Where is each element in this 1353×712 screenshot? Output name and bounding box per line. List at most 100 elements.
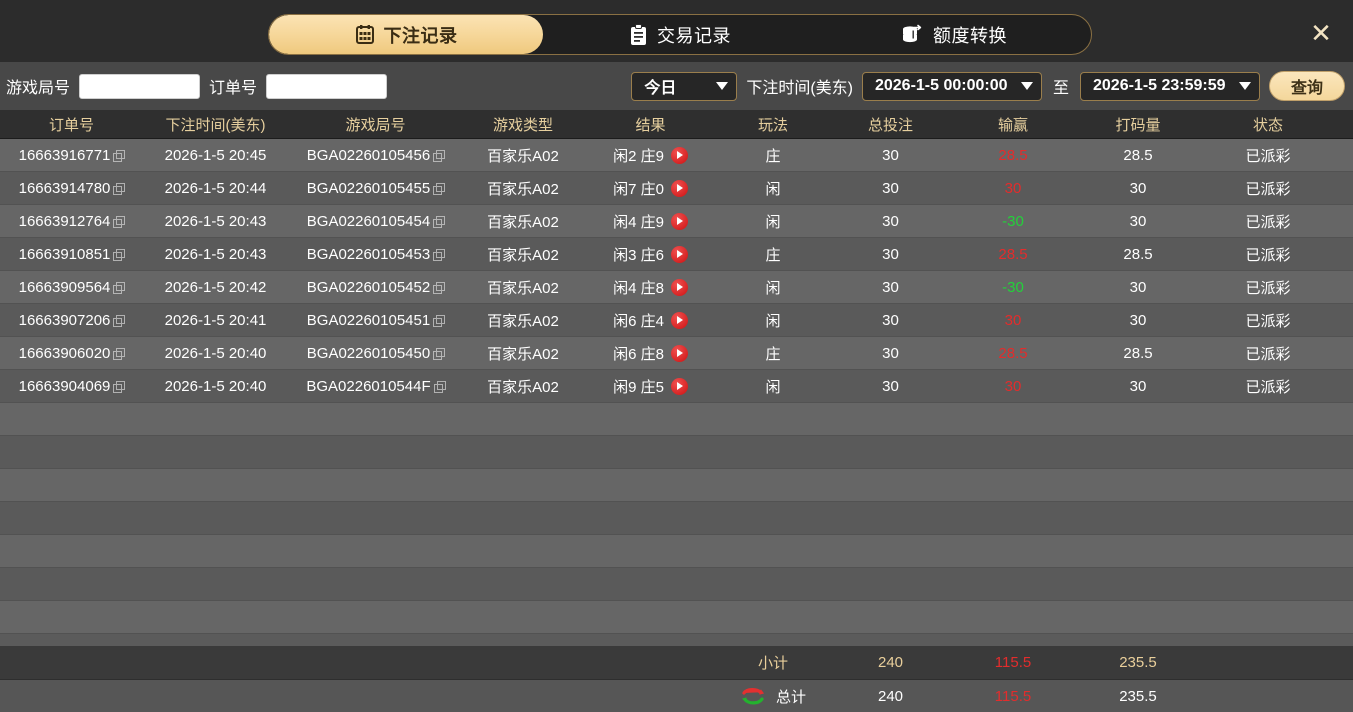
copy-icon[interactable] [113, 182, 126, 195]
table-row-empty [0, 469, 1353, 502]
date-preset-select[interactable]: 今日 [631, 71, 738, 101]
cell-order-no: 16663910851 [0, 246, 143, 263]
cell-game-type: 百家乐A02 [487, 378, 559, 396]
table-body[interactable]: 16663916771 2026-1-5 20:45 BGA02260105456 百… [0, 139, 1353, 646]
table-row[interactable]: 16663914780 2026-1-5 20:44 BGA02260105455 百… [0, 172, 1353, 205]
play-icon[interactable] [670, 146, 688, 164]
cell-win-loss: 28.5 [998, 245, 1028, 263]
tab-credit-transfer[interactable]: 额度转换 [817, 15, 1091, 54]
cell-result: 闲4 庄8 [583, 277, 718, 298]
cell-order-no: 16663907206 [0, 312, 143, 329]
table-row[interactable]: 16663907206 2026-1-5 20:41 BGA02260105451 百… [0, 304, 1353, 337]
table-row-empty [0, 403, 1353, 436]
copy-icon[interactable] [113, 248, 126, 261]
tab-transaction-record[interactable]: 交易记录 [543, 15, 817, 54]
play-icon[interactable] [670, 344, 688, 362]
column-header-win-loss: 输赢 [997, 116, 1028, 134]
cell-game-type: 百家乐A02 [487, 246, 559, 264]
cell-total-bet: 30 [882, 212, 899, 230]
cell-win-loss: -30 [1002, 278, 1024, 296]
cell-turnover: 28.5 [1123, 245, 1153, 263]
table-row-empty [0, 502, 1353, 535]
order-no-input[interactable] [266, 73, 388, 99]
close-icon[interactable]: ✕ [1310, 19, 1332, 49]
total-total-bet: 240 [877, 687, 904, 705]
cell-order-no: 16663912764 [0, 213, 143, 230]
cell-turnover: 30 [1129, 212, 1147, 230]
cell-bet-time: 2026-1-5 20:40 [164, 377, 267, 395]
cell-total-bet: 30 [882, 146, 899, 164]
tab-bet-record-label: 下注记录 [383, 25, 458, 46]
money-transfer-icon [901, 24, 924, 45]
cell-win-loss: 28.5 [998, 146, 1028, 164]
game-round-input[interactable] [79, 73, 201, 99]
copy-icon[interactable] [113, 215, 126, 228]
cell-status: 已派彩 [1245, 147, 1291, 165]
cell-game-round: BGA02260105452 [288, 279, 463, 296]
cell-bet-time: 2026-1-5 20:44 [164, 179, 267, 197]
copy-icon[interactable] [433, 248, 446, 261]
cell-game-type: 百家乐A02 [487, 345, 559, 363]
cell-status: 已派彩 [1245, 279, 1291, 297]
table-row-empty [0, 568, 1353, 601]
column-header-game-round: 游戏局号 [345, 116, 406, 134]
tab-bet-record[interactable]: 下注记录 [269, 15, 543, 54]
date-from-value: 2026-1-5 00:00:00 [874, 77, 1008, 94]
subtotal-turnover: 235.5 [1119, 654, 1157, 671]
play-icon[interactable] [670, 377, 688, 395]
date-from-select[interactable]: 2026-1-5 00:00:00 [861, 71, 1042, 101]
cell-play: 庄 [765, 345, 781, 363]
table-row-empty [0, 535, 1353, 568]
play-icon[interactable] [670, 179, 688, 197]
clipboard-icon [629, 23, 648, 46]
refresh-swap-icon[interactable] [740, 687, 766, 705]
copy-icon[interactable] [113, 380, 126, 393]
column-header-turnover: 打码量 [1115, 116, 1161, 134]
cell-total-bet: 30 [882, 245, 899, 263]
cell-result: 闲4 庄9 [583, 211, 718, 232]
table-row[interactable]: 16663912764 2026-1-5 20:43 BGA02260105454 百… [0, 205, 1353, 238]
date-to-select[interactable]: 2026-1-5 23:59:59 [1080, 71, 1260, 101]
copy-icon[interactable] [113, 149, 126, 162]
bet-time-label: 下注时间(美东) [746, 80, 853, 97]
column-header-play: 玩法 [757, 116, 788, 134]
copy-icon[interactable] [113, 314, 126, 327]
cell-play: 闲 [765, 279, 781, 297]
table-row[interactable]: 16663910851 2026-1-5 20:43 BGA02260105453 百… [0, 238, 1353, 271]
copy-icon[interactable] [433, 347, 446, 360]
copy-icon[interactable] [433, 149, 446, 162]
copy-icon[interactable] [433, 314, 446, 327]
query-button[interactable]: 查询 [1269, 71, 1345, 101]
tab-credit-transfer-label: 额度转换 [933, 25, 1007, 46]
cell-order-no: 16663906020 [0, 345, 143, 362]
copy-icon[interactable] [433, 380, 446, 393]
table-row[interactable]: 16663904069 2026-1-5 20:40 BGA0226010544F 百… [0, 370, 1353, 403]
table-row[interactable]: 16663916771 2026-1-5 20:45 BGA02260105456 百… [0, 139, 1353, 172]
copy-icon[interactable] [113, 281, 126, 294]
cell-game-type: 百家乐A02 [487, 147, 559, 165]
cell-play: 闲 [765, 180, 781, 198]
table-row[interactable]: 16663906020 2026-1-5 20:40 BGA02260105450 百… [0, 337, 1353, 370]
cell-win-loss: -30 [1002, 212, 1024, 230]
copy-icon[interactable] [433, 215, 446, 228]
total-win-loss: 115.5 [994, 687, 1032, 705]
cell-status: 已派彩 [1245, 180, 1291, 198]
play-icon[interactable] [670, 278, 688, 296]
cell-status: 已派彩 [1245, 213, 1291, 231]
play-icon[interactable] [670, 311, 688, 329]
cell-bet-time: 2026-1-5 20:43 [164, 212, 267, 230]
cell-result: 闲6 庄8 [583, 343, 718, 364]
table-row[interactable]: 16663909564 2026-1-5 20:42 BGA02260105452 百… [0, 271, 1353, 304]
copy-icon[interactable] [113, 347, 126, 360]
play-icon[interactable] [670, 212, 688, 230]
cell-game-type: 百家乐A02 [487, 180, 559, 198]
play-icon[interactable] [670, 245, 688, 263]
copy-icon[interactable] [433, 281, 446, 294]
total-row: 总计 240 115.5 235.5 [0, 679, 1353, 712]
chevron-down-icon [1020, 82, 1033, 90]
cell-game-type: 百家乐A02 [487, 213, 559, 231]
copy-icon[interactable] [433, 182, 446, 195]
column-header-status: 状态 [1252, 116, 1283, 134]
cell-win-loss: 28.5 [998, 344, 1028, 362]
cell-result: 闲6 庄4 [583, 310, 718, 331]
